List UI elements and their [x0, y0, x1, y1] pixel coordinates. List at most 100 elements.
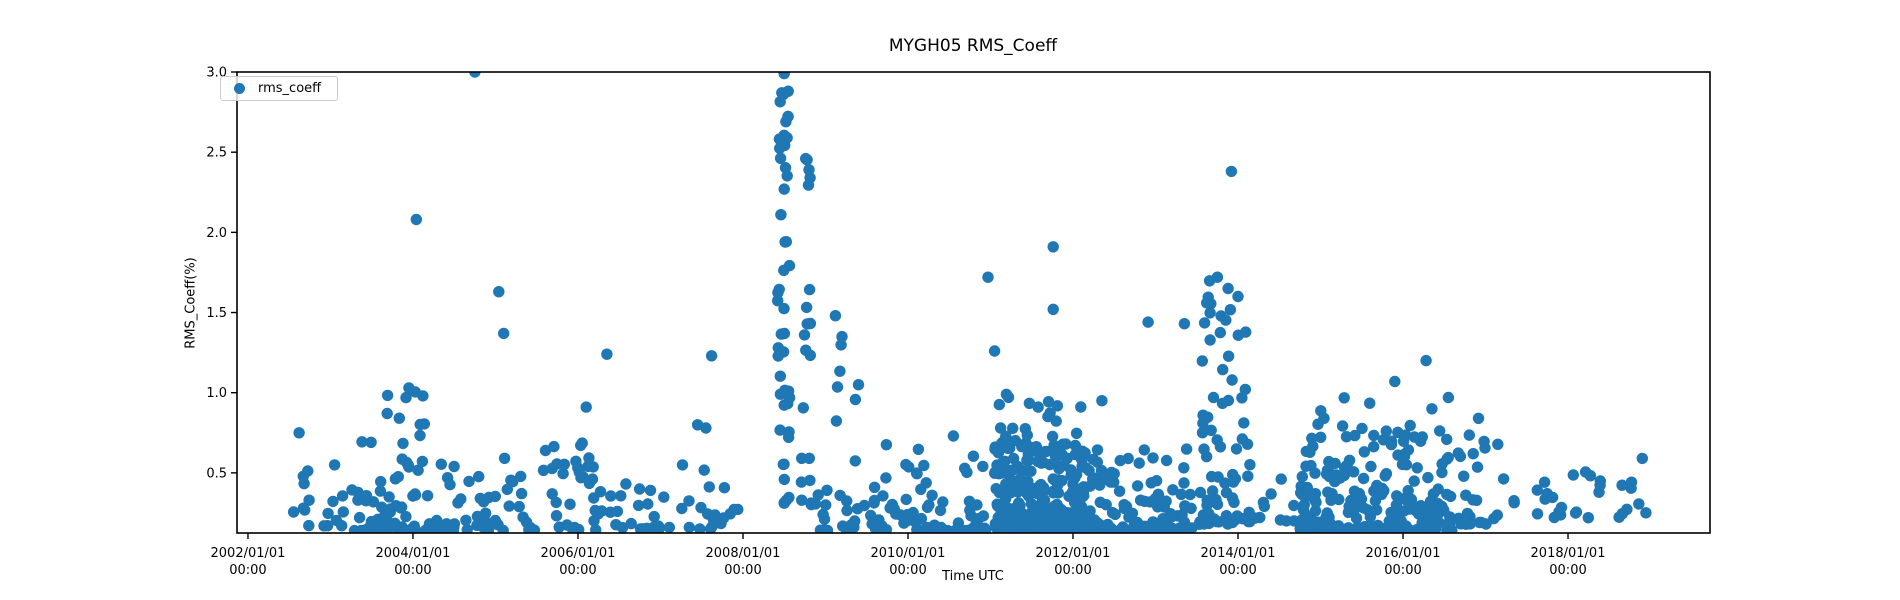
scatter-point — [1392, 449, 1404, 461]
scatter-point — [1094, 479, 1106, 491]
x-tick-label-time: 00:00 — [559, 563, 596, 578]
scatter-point — [1538, 476, 1551, 488]
scatter-point — [1184, 488, 1196, 501]
scatter-point — [778, 264, 790, 276]
scatter-point — [1021, 454, 1033, 466]
scatter-point — [1176, 509, 1188, 521]
scatter-point — [374, 485, 387, 497]
scatter-point — [1594, 475, 1607, 487]
x-tick-label-time: 00:00 — [889, 563, 926, 578]
scatter-point — [1244, 459, 1256, 471]
scatter-point — [1341, 459, 1353, 471]
scatter-point — [1411, 462, 1423, 474]
scatter-point — [328, 459, 341, 471]
scatter-point — [676, 459, 689, 471]
scatter-point — [409, 488, 421, 500]
scatter-point — [991, 444, 1003, 456]
scatter-point — [1226, 492, 1239, 504]
scatter-point — [381, 389, 394, 402]
scatter-point — [1016, 440, 1028, 453]
scatter-point — [926, 489, 938, 501]
scatter-point — [573, 466, 585, 478]
scatter-point — [1275, 473, 1287, 485]
scatter-point — [1123, 511, 1135, 523]
scatter-point — [448, 460, 460, 473]
scatter-point — [1298, 519, 1310, 531]
scatter-point — [774, 424, 786, 436]
scatter-point — [1249, 512, 1261, 524]
scatter-point — [997, 500, 1010, 512]
scatter-point — [910, 467, 923, 479]
scatter-point — [1365, 460, 1377, 473]
scatter-point — [393, 412, 405, 424]
scatter-point — [840, 524, 853, 533]
scatter-point — [397, 437, 409, 450]
scatter-point — [1383, 515, 1396, 527]
scatter-point — [1315, 405, 1327, 417]
scatter-point — [800, 344, 812, 356]
scatter-point — [1329, 470, 1341, 482]
scatter-point — [868, 481, 881, 493]
scatter-point — [778, 183, 790, 195]
scatter-point — [365, 436, 377, 448]
scatter-point — [1633, 498, 1645, 510]
scatter-point — [1288, 499, 1300, 512]
scatter-point — [798, 329, 811, 341]
scatter-point — [997, 456, 1009, 468]
scatter-point — [820, 499, 832, 511]
legend: rms_coeff — [220, 76, 339, 101]
scatter-point — [1442, 391, 1455, 404]
scatter-point — [473, 470, 485, 483]
scatter-point — [977, 460, 989, 473]
scatter-point — [1000, 388, 1013, 400]
scatter-point — [683, 495, 695, 507]
scatter-point — [1584, 470, 1597, 482]
scatter-point — [527, 524, 539, 533]
scatter-point — [695, 501, 707, 514]
scatter-point — [1148, 524, 1161, 533]
scatter-point — [663, 521, 675, 533]
scatter-point — [1348, 485, 1361, 497]
scatter-point — [1133, 457, 1145, 469]
scatter-point — [1138, 444, 1151, 456]
scatter-point — [774, 152, 787, 164]
scatter-point — [1379, 470, 1391, 482]
axis-spines — [236, 71, 1711, 534]
scatter-point — [1625, 476, 1638, 488]
x-tick-label-date: 2006/01/01 — [541, 546, 616, 561]
scatter-point — [829, 310, 842, 322]
y-tick-label: 0.5 — [206, 466, 227, 481]
scatter-point — [360, 490, 373, 502]
x-tick-label-date: 2010/01/01 — [871, 546, 946, 561]
scatter-point — [498, 452, 511, 464]
scatter-point — [426, 520, 439, 532]
scatter-point — [700, 422, 712, 434]
scatter-point — [1167, 484, 1179, 496]
scatter-point — [583, 477, 596, 489]
scatter-point — [471, 510, 484, 523]
scatter-point — [1385, 438, 1398, 451]
scatter-point — [548, 440, 560, 453]
x-tick-label-time: 00:00 — [1384, 563, 1421, 578]
scatter-point — [1008, 524, 1020, 533]
scatter-point — [1067, 484, 1080, 496]
scatter-point — [297, 470, 309, 482]
scatter-point — [1065, 464, 1077, 476]
scatter-point — [900, 458, 912, 471]
scatter-point — [1355, 493, 1368, 505]
scatter-point — [1378, 485, 1390, 497]
scatter-point — [1042, 396, 1055, 408]
scatter-point — [868, 497, 880, 509]
chart-title: MYGH05 RMS_Coeff — [888, 36, 1058, 56]
scatter-point — [610, 519, 622, 531]
scatter-point — [583, 452, 595, 464]
scatter-point — [293, 427, 305, 439]
scatter-point — [804, 317, 817, 330]
scatter-point — [336, 490, 349, 502]
scatter-point — [967, 450, 980, 462]
scatter-point — [1069, 448, 1081, 461]
scatter-point — [611, 505, 624, 518]
scatter-point — [594, 486, 607, 498]
scatter-point — [1368, 429, 1380, 442]
